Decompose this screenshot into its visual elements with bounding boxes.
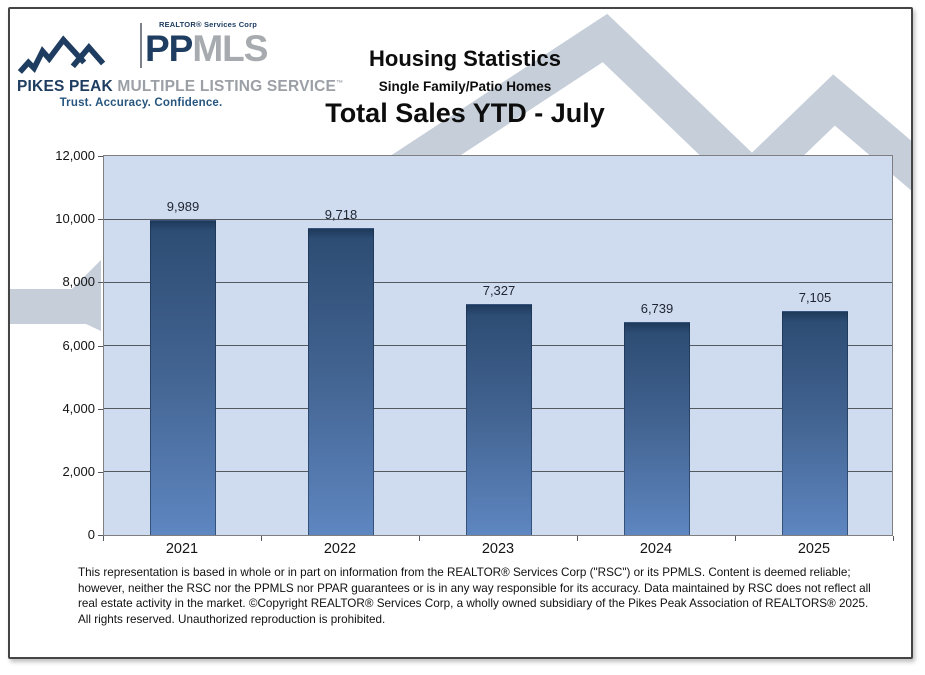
- x-axis-category-label: 2022: [323, 541, 357, 557]
- y-axis-tick-label: 2,000: [62, 463, 95, 479]
- x-axis-category-label: 2023: [481, 541, 515, 557]
- gridline: [104, 218, 892, 220]
- y-axis-tick-label: 8,000: [62, 274, 95, 290]
- bar-value-label: 6,739: [640, 301, 674, 317]
- disclaimer-text: This representation is based in whole or…: [78, 566, 871, 626]
- bar-2025: [782, 310, 848, 535]
- bar-chart: 9,989 9,718 7,327 6,739 7,105 0 2,000 4,000 6,0…: [10, 9, 911, 657]
- page-title: Housing Statistics: [369, 46, 561, 71]
- y-axis-tick-mark: [98, 535, 103, 536]
- ppmls-wordmark: PPMLS: [145, 27, 268, 71]
- plot-area: 9,989 9,718 7,327 6,739 7,105: [103, 155, 893, 536]
- bar-2024: [624, 322, 690, 535]
- page-subtitle: Single Family/Patio Homes: [378, 79, 552, 94]
- ppmls-mls-text: MLS: [192, 28, 268, 69]
- x-axis-tick-mark: [103, 536, 104, 541]
- x-axis-tick-mark: [419, 536, 420, 541]
- pikes-peak-text: PIKES PEAK: [17, 78, 113, 95]
- multiple-listing-service-text: MULTIPLE LISTING SERVICE: [117, 78, 337, 95]
- logo-divider: [140, 23, 142, 68]
- y-axis-tick-mark: [98, 156, 103, 157]
- y-axis-tick-label: 6,000: [62, 337, 95, 353]
- y-axis-tick-mark: [98, 471, 103, 473]
- y-axis-tick-mark: [98, 219, 103, 221]
- bar-value-label: 7,105: [798, 289, 832, 305]
- bar-value-label: 9,989: [166, 198, 200, 214]
- bar-2021: [150, 219, 216, 535]
- logo-tagline: Trust. Accuracy. Confidence.: [59, 97, 223, 109]
- background-mountain-left-band: [10, 260, 101, 331]
- bar-value-label: 9,718: [324, 207, 358, 223]
- x-axis-tick-mark: [577, 536, 578, 541]
- x-axis-tick-mark: [893, 536, 894, 541]
- y-axis-tick-mark: [98, 408, 103, 410]
- x-axis-category-label: 2021: [165, 541, 199, 557]
- realtor-services-corp-label: REALTOR® Services Corp: [158, 20, 257, 29]
- x-axis-tick-mark: [261, 536, 262, 541]
- y-axis-tick-label: 10,000: [55, 211, 95, 227]
- x-axis-category-label: 2024: [639, 541, 673, 557]
- mountain-icon: [18, 35, 106, 74]
- ppmls-pp-text: PP: [145, 28, 193, 69]
- y-axis-tick-label: 0: [87, 527, 95, 542]
- bar-2023: [466, 303, 532, 535]
- gridline: [104, 281, 892, 283]
- y-axis-tick-mark: [98, 345, 103, 347]
- chart-title: Total Sales YTD - July: [325, 98, 605, 128]
- logo-name-line: PIKES PEAK MULTIPLE LISTING SERVICE™: [17, 78, 343, 96]
- report-frame: REALTOR® Services Corp PPMLS PIKES PEAK …: [8, 7, 913, 659]
- x-axis-category-label: 2025: [797, 541, 831, 557]
- ppmls-logo: REALTOR® Services Corp PPMLS PIKES PEAK …: [17, 14, 343, 114]
- y-axis-tick-mark: [98, 282, 103, 284]
- bar-2022: [308, 228, 374, 535]
- trademark-symbol: ™: [336, 79, 344, 87]
- y-axis-tick-label: 12,000: [55, 148, 95, 163]
- bar-value-label: 7,327: [482, 282, 516, 298]
- y-axis-tick-label: 4,000: [62, 400, 95, 416]
- x-axis-tick-mark: [735, 536, 736, 541]
